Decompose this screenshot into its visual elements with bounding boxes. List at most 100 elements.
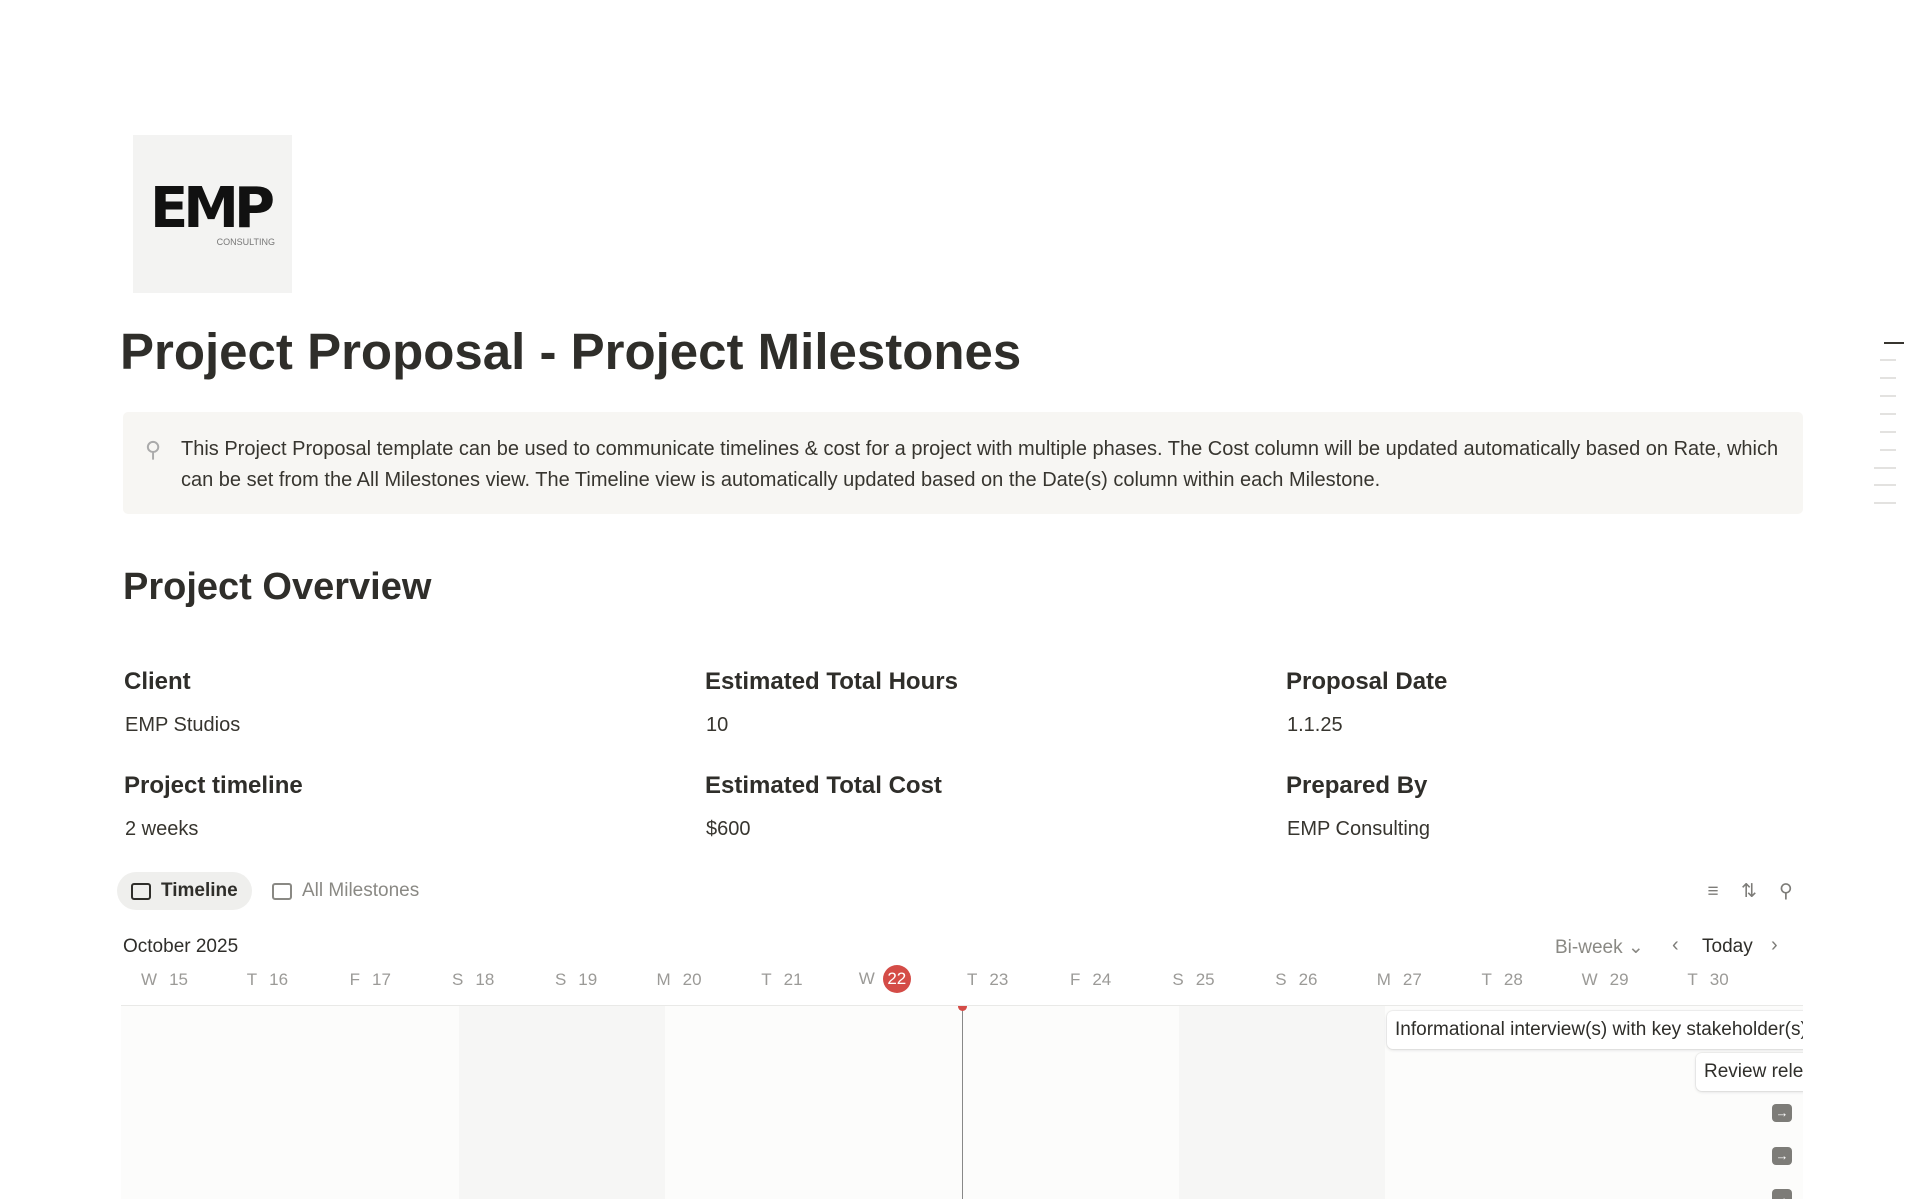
day-header: S 25 [1142, 970, 1245, 990]
toc-item[interactable] [1880, 377, 1896, 379]
toc-item[interactable] [1880, 359, 1896, 361]
day-weekday: M [656, 970, 671, 989]
today-marker [958, 1006, 967, 1011]
timeline-item[interactable]: Informational interview(s) with key stak… [1387, 1011, 1803, 1049]
property-label-timeline: Project timeline [124, 772, 303, 799]
toc-item[interactable] [1880, 413, 1896, 415]
tab-all-milestones[interactable]: All Milestones [258, 872, 433, 910]
logo-text: EMP [149, 175, 275, 241]
day-number: 30 [1709, 970, 1729, 989]
day-weekday: F [1069, 970, 1081, 989]
day-header: W 22 [833, 965, 936, 993]
chevron-down-icon: ⌄ [1627, 937, 1644, 958]
day-header: F 17 [319, 970, 422, 990]
table-icon [272, 882, 292, 900]
page-icon-logo[interactable]: EMP CONSULTING [133, 135, 292, 293]
search-icon[interactable]: ⚲ [1779, 881, 1793, 902]
day-number: 23 [989, 970, 1009, 989]
timeline-grid[interactable]: Informational interview(s) with key stak… [121, 1005, 1803, 1199]
callout[interactable]: ⚲ This Project Proposal template can be … [123, 412, 1803, 514]
timeline-month: October 2025 [123, 936, 239, 957]
timeline-item[interactable]: Review relevant materials [1696, 1053, 1803, 1091]
toc-item[interactable] [1880, 431, 1896, 433]
timeline-scale-label: Bi-week [1555, 937, 1623, 958]
tab-label: Timeline [161, 880, 238, 901]
day-number: 29 [1609, 970, 1629, 989]
day-header: T 21 [730, 970, 833, 990]
logo-subtext: CONSULTING [216, 236, 276, 247]
property-label-cost: Estimated Total Cost [705, 772, 942, 799]
property-value-client[interactable]: EMP Studios [125, 714, 241, 736]
day-header: F 24 [1039, 970, 1142, 990]
tab-label: All Milestones [302, 880, 420, 901]
weekend-shade [1179, 1006, 1385, 1199]
tab-timeline[interactable]: Timeline [117, 872, 252, 910]
property-value-timeline[interactable]: 2 weeks [125, 818, 199, 840]
day-weekday: T [246, 970, 258, 989]
toc-item[interactable] [1880, 449, 1896, 451]
day-number: 27 [1402, 970, 1422, 989]
day-number: 24 [1092, 970, 1112, 989]
property-label-prepared-by: Prepared By [1286, 772, 1428, 799]
day-number: 26 [1298, 970, 1318, 989]
toc-item[interactable] [1884, 342, 1904, 344]
section-heading: Project Overview [123, 566, 432, 608]
day-header: T 16 [216, 970, 319, 990]
day-weekday: S [1172, 970, 1184, 989]
day-weekday: M [1376, 970, 1391, 989]
property-value-hours[interactable]: 10 [706, 714, 729, 736]
day-weekday: W [1581, 970, 1598, 989]
property-label-hours: Estimated Total Hours [705, 668, 958, 695]
property-value-proposal-date[interactable]: 1.1.25 [1287, 714, 1343, 736]
arrow-right-icon[interactable]: → [1772, 1147, 1792, 1165]
day-header: T 28 [1451, 970, 1554, 990]
day-weekday: T [1687, 970, 1698, 989]
day-weekday: T [761, 970, 772, 989]
lightbulb-icon: ⚲ [145, 437, 162, 462]
day-weekday: S [452, 970, 464, 989]
day-header: S 18 [422, 970, 525, 990]
day-weekday: F [349, 970, 361, 989]
sort-icon[interactable]: ⇅ [1741, 881, 1757, 902]
day-number: 21 [783, 970, 803, 989]
previous-icon[interactable]: ‹ [1672, 934, 1679, 956]
timeline-icon [131, 882, 151, 900]
property-label-proposal-date: Proposal Date [1286, 668, 1448, 695]
day-number: 16 [269, 970, 289, 989]
day-weekday: S [554, 970, 567, 989]
weekend-shade [459, 1006, 665, 1199]
day-header: S 26 [1245, 970, 1348, 990]
arrow-right-icon[interactable]: → [1772, 1104, 1792, 1122]
page-title[interactable]: Project Proposal - Project Milestones [120, 323, 1022, 380]
toc-item[interactable] [1874, 467, 1896, 469]
next-icon[interactable]: › [1771, 934, 1778, 956]
today-line [962, 1006, 963, 1199]
property-label-client: Client [124, 668, 191, 695]
day-number: 28 [1503, 970, 1523, 989]
day-number: 19 [578, 970, 598, 989]
day-header: M 20 [628, 970, 731, 990]
toc-item[interactable] [1874, 502, 1896, 504]
callout-text: This Project Proposal template can be us… [181, 438, 1779, 491]
day-header: M 27 [1348, 970, 1451, 990]
toc-item[interactable] [1874, 484, 1896, 486]
property-value-cost[interactable]: $600 [706, 818, 751, 840]
day-header: T 23 [936, 970, 1039, 990]
day-number: 17 [372, 970, 391, 989]
day-weekday: S [1275, 970, 1287, 989]
today-button[interactable]: Today [1702, 936, 1753, 957]
day-weekday: T [1481, 970, 1492, 989]
day-header: S 19 [525, 970, 628, 990]
timeline-scale-select[interactable]: Bi-week ⌄ [1555, 936, 1644, 959]
day-header: T 30 [1657, 970, 1760, 990]
day-header: W 15 [113, 970, 216, 990]
day-number: 25 [1195, 970, 1215, 989]
day-number: 18 [475, 970, 495, 989]
toc-item[interactable] [1880, 395, 1896, 397]
filter-icon[interactable]: ≡ [1707, 881, 1719, 902]
property-value-prepared-by[interactable]: EMP Consulting [1287, 818, 1431, 840]
logo-mark: EMP CONSULTING [149, 175, 276, 248]
day-number: 20 [682, 970, 702, 989]
arrow-right-icon[interactable]: → [1772, 1189, 1792, 1199]
today-badge: 22 [882, 965, 911, 993]
